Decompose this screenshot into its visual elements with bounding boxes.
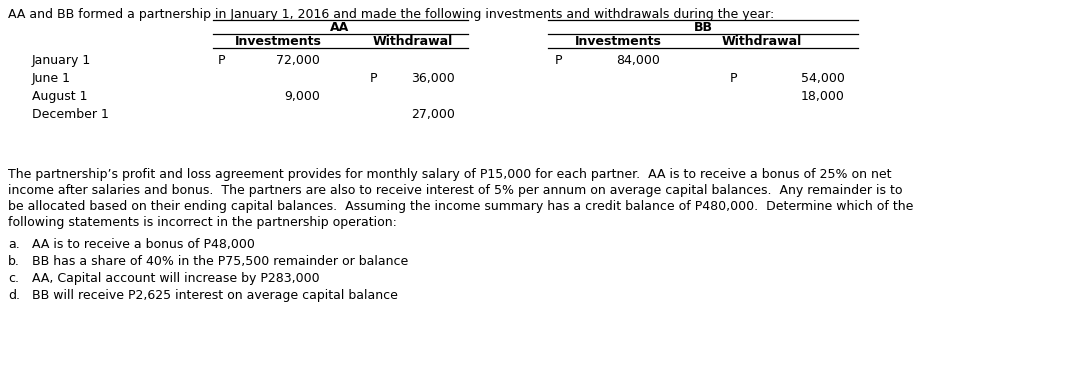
Text: Withdrawal: Withdrawal (722, 35, 802, 48)
Text: BB has a share of 40% in the P75,500 remainder or balance: BB has a share of 40% in the P75,500 rem… (32, 255, 408, 268)
Text: Investments: Investments (235, 35, 322, 48)
Text: BB will receive P2,625 interest on average capital balance: BB will receive P2,625 interest on avera… (32, 289, 398, 302)
Text: August 1: August 1 (32, 90, 87, 103)
Text: 27,000: 27,000 (411, 108, 455, 121)
Text: income after salaries and bonus.  The partners are also to receive interest of 5: income after salaries and bonus. The par… (8, 184, 903, 197)
Text: AA: AA (330, 21, 350, 34)
Text: P: P (218, 54, 226, 67)
Text: 54,000: 54,000 (802, 72, 845, 85)
Text: The partnership’s profit and loss agreement provides for monthly salary of P15,0: The partnership’s profit and loss agreem… (8, 168, 892, 181)
Text: P: P (370, 72, 378, 85)
Text: c.: c. (8, 272, 19, 285)
Text: 72,000: 72,000 (277, 54, 320, 67)
Text: 9,000: 9,000 (284, 90, 320, 103)
Text: P: P (555, 54, 563, 67)
Text: P: P (730, 72, 737, 85)
Text: 18,000: 18,000 (802, 90, 845, 103)
Text: b.: b. (8, 255, 19, 268)
Text: 84,000: 84,000 (617, 54, 660, 67)
Text: 36,000: 36,000 (411, 72, 455, 85)
Text: d.: d. (8, 289, 20, 302)
Text: be allocated based on their ending capital balances.  Assuming the income summar: be allocated based on their ending capit… (8, 200, 914, 213)
Text: AA and BB formed a partnership in January 1, 2016 and made the following investm: AA and BB formed a partnership in Januar… (8, 8, 775, 21)
Text: BB: BB (694, 21, 712, 34)
Text: Withdrawal: Withdrawal (373, 35, 453, 48)
Text: June 1: June 1 (32, 72, 71, 85)
Text: a.: a. (8, 238, 19, 251)
Text: January 1: January 1 (32, 54, 91, 67)
Text: AA is to receive a bonus of P48,000: AA is to receive a bonus of P48,000 (32, 238, 255, 251)
Text: December 1: December 1 (32, 108, 109, 121)
Text: following statements is incorrect in the partnership operation:: following statements is incorrect in the… (8, 216, 397, 229)
Text: Investments: Investments (575, 35, 662, 48)
Text: AA, Capital account will increase by P283,000: AA, Capital account will increase by P28… (32, 272, 320, 285)
